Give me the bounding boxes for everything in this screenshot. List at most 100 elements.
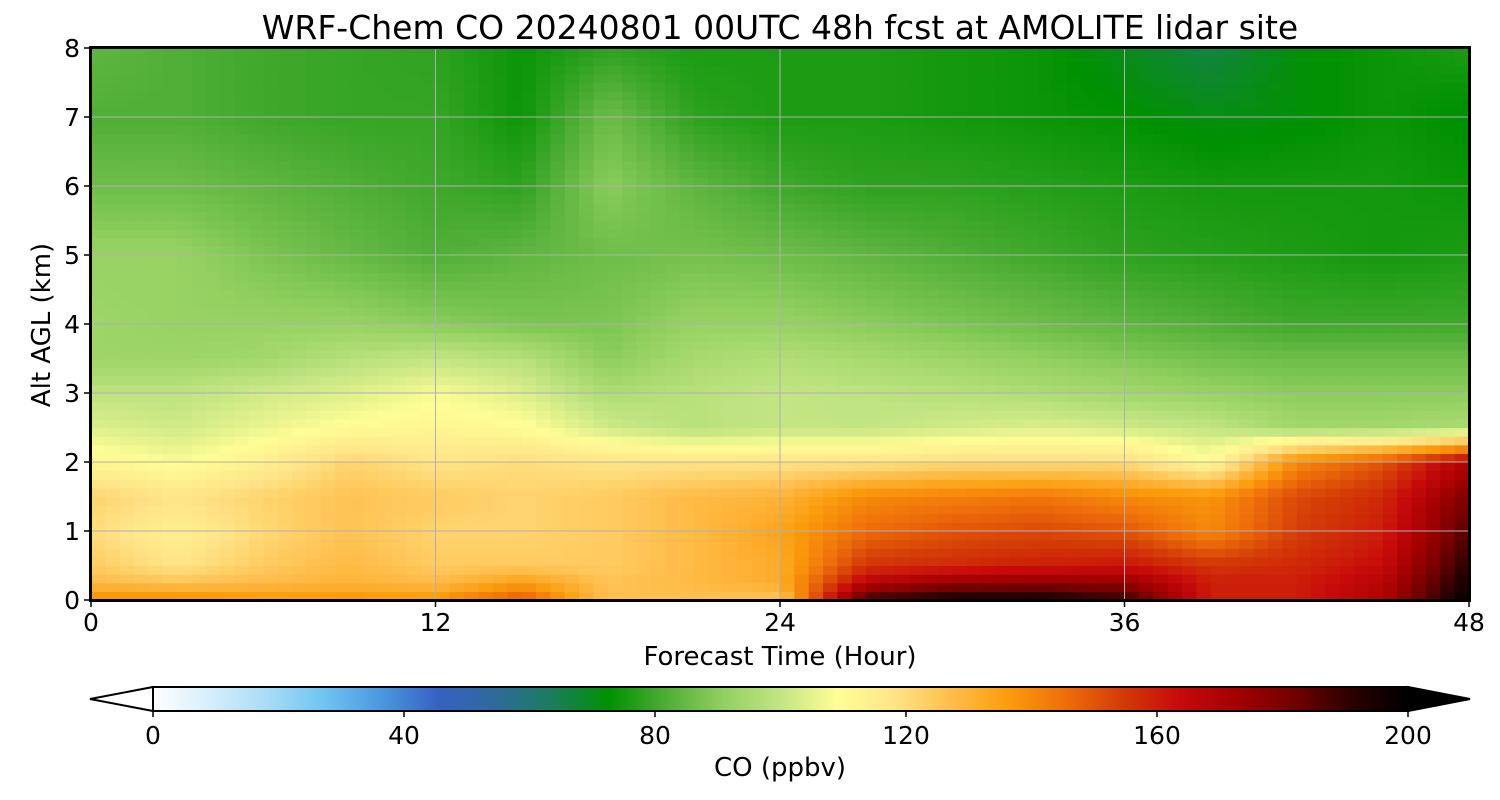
- heatmap-cell: [248, 298, 264, 308]
- heatmap-cell: [1167, 324, 1183, 334]
- heatmap-cell: [1382, 574, 1398, 584]
- heatmap-cell: [1397, 418, 1413, 429]
- heatmap-cell: [406, 177, 422, 187]
- heatmap-cell: [478, 496, 494, 506]
- heatmap-cell: [1067, 410, 1083, 420]
- heatmap-cell: [880, 289, 896, 299]
- heatmap-cell: [363, 298, 379, 308]
- heatmap-cell: [1210, 487, 1226, 498]
- heatmap-cell: [1110, 168, 1126, 178]
- heatmap-cell: [851, 177, 867, 187]
- heatmap-cell: [1253, 194, 1269, 204]
- heatmap-cell: [923, 470, 939, 480]
- heatmap-cell: [937, 280, 953, 291]
- heatmap-cell: [665, 470, 681, 480]
- heatmap-cell: [1224, 591, 1240, 601]
- heatmap-cell: [464, 341, 480, 351]
- heatmap-cell: [1153, 436, 1169, 446]
- heatmap-cell: [1339, 548, 1355, 558]
- heatmap-cell: [277, 565, 293, 575]
- heatmap-cell: [177, 436, 193, 446]
- heatmap-cell: [650, 436, 666, 446]
- heatmap-cell: [177, 220, 193, 230]
- heatmap-cell: [1253, 186, 1269, 196]
- heatmap-cell: [507, 211, 523, 222]
- heatmap-cell: [636, 556, 652, 567]
- heatmap-cell: [851, 470, 867, 480]
- heatmap-cell: [1411, 324, 1427, 334]
- heatmap-cell: [177, 194, 193, 204]
- heatmap-cell: [191, 548, 207, 558]
- heatmap-cell: [1339, 358, 1355, 368]
- heatmap-cell: [909, 384, 925, 394]
- heatmap-cell: [220, 306, 236, 316]
- heatmap-cell: [823, 522, 839, 532]
- heatmap-cell: [1339, 505, 1355, 515]
- heatmap-cell: [1167, 565, 1183, 575]
- heatmap-cell: [1325, 367, 1341, 377]
- heatmap-cell: [1095, 410, 1111, 420]
- heatmap-cell: [1311, 211, 1327, 222]
- heatmap-cell: [464, 384, 480, 394]
- heatmap-cell: [134, 470, 150, 480]
- heatmap-cell: [679, 237, 695, 247]
- heatmap-cell: [1296, 168, 1312, 178]
- heatmap-cell: [736, 401, 752, 411]
- heatmap-cell: [980, 324, 996, 334]
- heatmap-cell: [1052, 375, 1068, 385]
- heatmap-cell: [1382, 160, 1398, 170]
- heatmap-cell: [1095, 203, 1111, 213]
- heatmap-cell: [1181, 418, 1197, 429]
- heatmap-cell: [1181, 237, 1197, 247]
- heatmap-cell: [220, 203, 236, 213]
- heatmap-cell: [1311, 453, 1327, 463]
- heatmap-cell: [449, 565, 465, 575]
- heatmap-cell: [291, 565, 307, 575]
- heatmap-cell: [1239, 229, 1255, 239]
- heatmap-cell: [1095, 289, 1111, 299]
- heatmap-cell: [134, 444, 150, 454]
- heatmap-cell: [1153, 211, 1169, 222]
- heatmap-cell: [177, 522, 193, 532]
- heatmap-cell: [751, 341, 767, 351]
- heatmap-cell: [421, 306, 437, 316]
- heatmap-cell: [579, 556, 594, 567]
- heatmap-cell: [1110, 298, 1126, 308]
- heatmap-cell: [952, 522, 968, 532]
- heatmap-cell: [234, 496, 250, 506]
- heatmap-cell: [679, 211, 695, 222]
- heatmap-cell: [406, 168, 422, 178]
- heatmap-cell: [1067, 229, 1083, 239]
- heatmap-cell: [1268, 496, 1283, 506]
- heatmap-cell: [579, 496, 594, 506]
- heatmap-cell: [535, 237, 551, 247]
- heatmap-cell: [335, 487, 350, 498]
- heatmap-cell: [708, 375, 724, 385]
- heatmap-cell: [966, 358, 982, 368]
- heatmap-cell: [607, 332, 623, 342]
- heatmap-cell: [1339, 427, 1355, 437]
- heatmap-cell: [277, 358, 293, 368]
- heatmap-cell: [923, 393, 939, 403]
- heatmap-cell: [1224, 203, 1240, 213]
- heatmap-cell: [952, 280, 968, 291]
- heatmap-cell: [808, 427, 824, 437]
- heatmap-cell: [1196, 263, 1212, 273]
- heatmap-cell: [277, 151, 293, 161]
- heatmap-cell: [1024, 582, 1039, 592]
- heatmap-cell: [378, 531, 394, 541]
- heatmap-cell: [91, 453, 106, 463]
- heatmap-cell: [880, 237, 896, 247]
- heatmap-cell: [535, 263, 551, 273]
- heatmap-cell: [722, 315, 738, 325]
- heatmap-cell: [837, 186, 853, 196]
- heatmap-cell: [521, 427, 537, 437]
- heatmap-cell: [421, 280, 437, 291]
- heatmap-cell: [579, 272, 594, 282]
- heatmap-cell: [909, 496, 925, 506]
- heatmap-cell: [191, 591, 207, 601]
- heatmap-cell: [952, 358, 968, 368]
- heatmap-cell: [378, 255, 394, 265]
- heatmap-cell: [1311, 531, 1327, 541]
- heatmap-cell: [1124, 237, 1140, 247]
